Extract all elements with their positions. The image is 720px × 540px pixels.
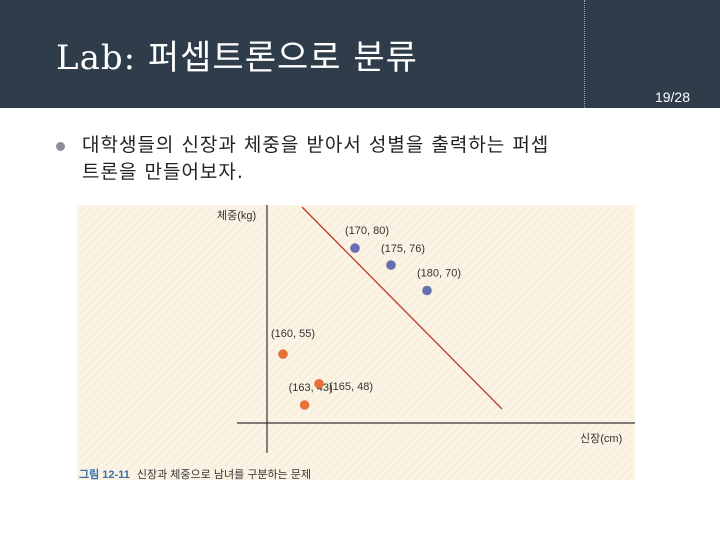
header-divider — [584, 0, 585, 108]
data-point-label: (180, 70) — [417, 268, 461, 280]
figure-caption: 그림 12-11 신장과 체중으로 남녀를 구분하는 문제 — [79, 467, 311, 480]
data-point — [386, 260, 396, 270]
data-point-label: (163, 43) — [289, 382, 333, 394]
caption-number: 그림 12-11 — [79, 468, 130, 480]
data-point — [314, 379, 324, 389]
y-axis-label: 체중(kg) — [217, 209, 256, 222]
data-point — [278, 349, 288, 359]
scatter-chart: 체중(kg) 신장(cm) (170, 80) (175, 76) (180, 70… — [79, 205, 635, 481]
data-point-label: (165, 48) — [329, 381, 373, 393]
data-point-label: (170, 80) — [345, 225, 389, 237]
data-point — [299, 400, 310, 410]
decision-boundary-line — [301, 206, 503, 410]
bullet-line-1: 대학생들의 신장과 체중을 받아서 성별을 출력하는 퍼셉 — [82, 134, 550, 156]
slide-header: Lab: 퍼셉트론으로 분류 19/28 — [0, 0, 720, 108]
data-point — [350, 243, 360, 253]
points-layer: (170, 80) (175, 76) (180, 70) (160, 55) (163… — [271, 225, 461, 410]
data-point — [422, 285, 432, 296]
data-point-label: (160, 55) — [271, 328, 315, 340]
bullet-line-2: 트론을 만들어보자. — [82, 161, 244, 183]
bullet-icon — [56, 142, 65, 151]
bullet-text: 대학생들의 신장과 체중을 받아서 성별을 출력하는 퍼셉 트론을 만들어보자. — [82, 132, 682, 186]
x-axis-label: 신장(cm) — [580, 432, 622, 445]
page-number: 19/28 — [654, 89, 690, 105]
slide-title: Lab: 퍼셉트론으로 분류 — [56, 38, 418, 78]
caption-text: 신장과 체중으로 남녀를 구분하는 문제 — [137, 467, 311, 480]
figure-panel: 체중(kg) 신장(cm) (170, 80) (175, 76) (180, 70… — [77, 205, 635, 481]
data-point-label: (175, 76) — [381, 243, 425, 255]
